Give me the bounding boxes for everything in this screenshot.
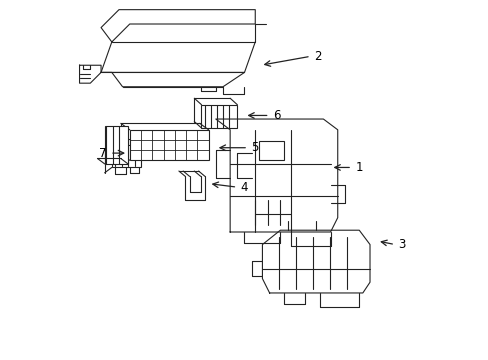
Polygon shape bbox=[80, 65, 101, 83]
Bar bbox=[201, 105, 237, 128]
Text: 7: 7 bbox=[99, 147, 106, 159]
Text: 5: 5 bbox=[251, 141, 259, 154]
Text: 2: 2 bbox=[314, 50, 321, 63]
Polygon shape bbox=[262, 230, 369, 293]
Text: 6: 6 bbox=[272, 109, 280, 122]
Bar bbox=[112, 145, 140, 167]
Bar bbox=[258, 140, 284, 160]
Text: 4: 4 bbox=[240, 181, 248, 194]
Text: 3: 3 bbox=[398, 238, 405, 251]
Text: 1: 1 bbox=[355, 161, 362, 174]
Polygon shape bbox=[101, 72, 244, 87]
Bar bbox=[104, 126, 128, 164]
Polygon shape bbox=[215, 119, 337, 232]
Bar bbox=[129, 130, 208, 160]
Polygon shape bbox=[101, 10, 255, 42]
